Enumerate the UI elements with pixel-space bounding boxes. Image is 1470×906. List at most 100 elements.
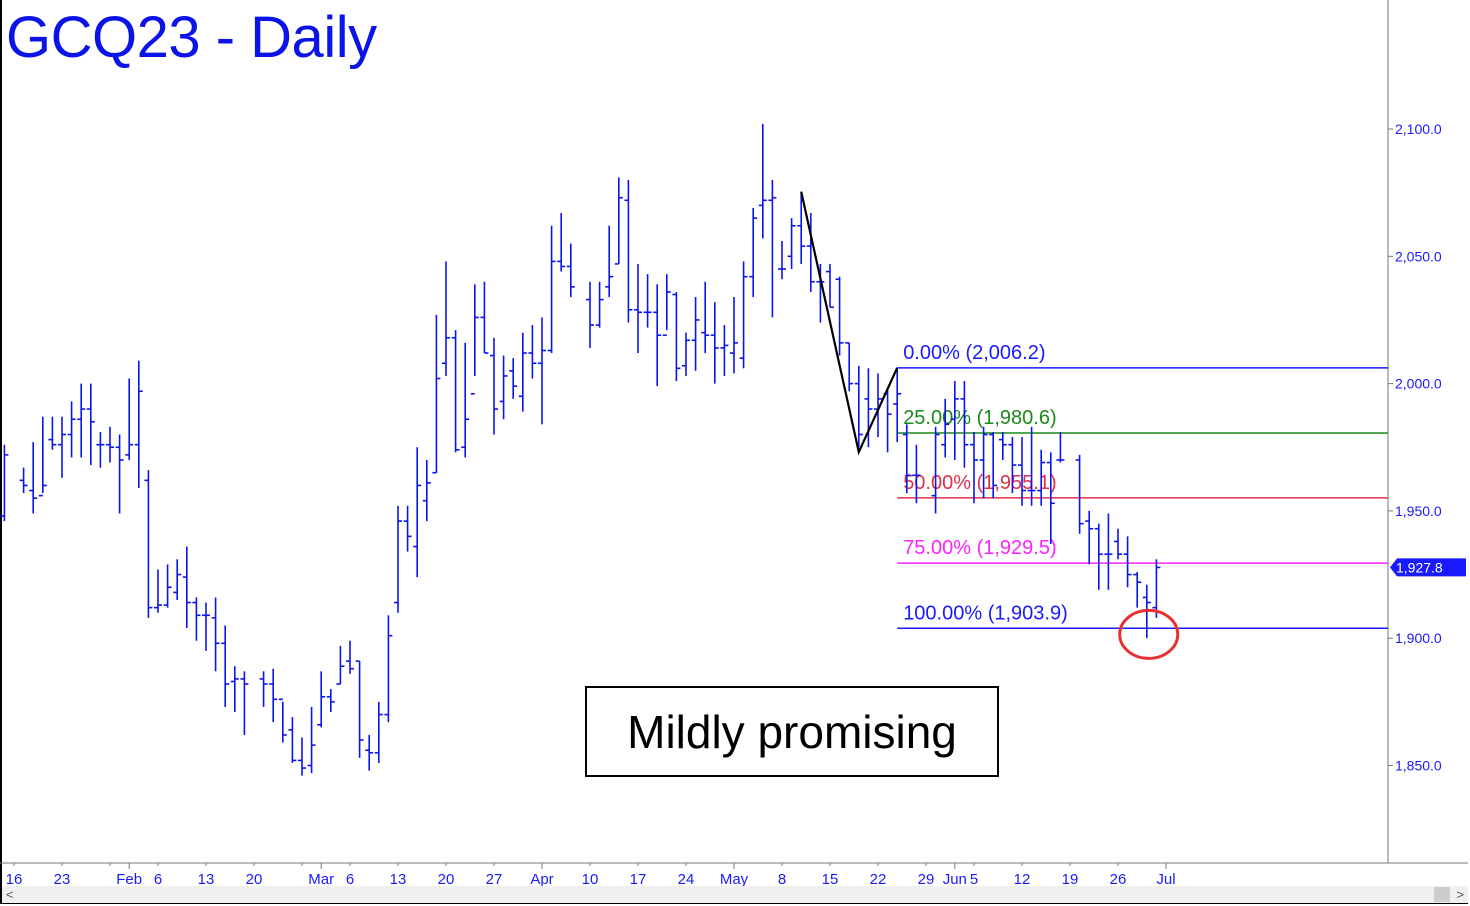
ohlc-bar bbox=[970, 431, 978, 504]
ohlc-bar bbox=[682, 332, 690, 376]
x-tick-label: Apr bbox=[530, 871, 553, 888]
ohlc-bar bbox=[106, 426, 114, 463]
fib-label-1: 25.00% (1,980.6) bbox=[903, 407, 1056, 429]
ohlc-bar bbox=[442, 261, 450, 376]
axes: 2,100.0 2,050.0 2,000.0 1,950.0 1,900.0 1,850… bbox=[0, 0, 1468, 888]
x-tick-label: May bbox=[720, 871, 749, 888]
ohlc-bar bbox=[538, 317, 546, 425]
ohlc-bar bbox=[893, 368, 902, 443]
ohlc-bar bbox=[115, 434, 124, 514]
ohlc-bar bbox=[192, 597, 201, 641]
ohlc-bar bbox=[758, 123, 767, 239]
ohlc-bar bbox=[797, 192, 806, 264]
x-tick-label: 13 bbox=[198, 871, 215, 888]
ohlc-bar bbox=[288, 717, 297, 763]
ohlc-bar bbox=[1008, 437, 1017, 494]
ohlc-bar bbox=[605, 225, 614, 298]
scroll-thumb[interactable] bbox=[1434, 887, 1450, 902]
ohlc-bar bbox=[278, 698, 287, 743]
ohlc-bar bbox=[403, 505, 412, 552]
ohlc-bar bbox=[1056, 431, 1065, 463]
ohlc-bar bbox=[749, 207, 758, 298]
x-tick-label: 27 bbox=[486, 871, 503, 888]
ohlc-bar bbox=[586, 281, 594, 348]
x-tick-label: 12 bbox=[1014, 871, 1031, 888]
ohlc-bar bbox=[461, 342, 470, 458]
ohlc-bar bbox=[643, 274, 652, 328]
y-tick-label: 2,050.0 bbox=[1395, 248, 1442, 264]
ohlc-bars bbox=[0, 123, 1161, 776]
ohlc-bar bbox=[950, 381, 959, 460]
commentary-box: Mildly promising bbox=[585, 686, 999, 777]
ohlc-bar bbox=[1123, 536, 1132, 588]
ohlc-bar bbox=[989, 431, 998, 499]
ohlc-bar bbox=[58, 416, 66, 478]
ohlc-bar bbox=[326, 689, 335, 713]
ohlc-bar bbox=[451, 330, 460, 453]
x-tick-label: 23 bbox=[54, 871, 71, 888]
last-price-badge bbox=[1390, 558, 1466, 577]
ohlc-bar bbox=[48, 416, 57, 450]
ohlc-bar bbox=[19, 467, 28, 494]
ohlc-bar bbox=[499, 355, 508, 420]
scroll-right-icon[interactable]: > bbox=[1456, 887, 1464, 902]
ohlc-bar bbox=[1114, 528, 1122, 560]
ohlc-bar bbox=[144, 470, 153, 618]
low-highlight-circle bbox=[1118, 608, 1180, 660]
ohlc-bar bbox=[614, 177, 623, 265]
ohlc-bar bbox=[902, 424, 911, 494]
ohlc-bar bbox=[864, 368, 873, 448]
scroll-left-icon[interactable]: < bbox=[6, 887, 14, 902]
ohlc-bar bbox=[787, 218, 796, 270]
ohlc-bar bbox=[701, 281, 710, 354]
ohlc-bar bbox=[912, 444, 921, 504]
x-tick-label: 22 bbox=[870, 871, 887, 888]
ohlc-bar bbox=[730, 297, 738, 374]
ohlc-bar bbox=[240, 671, 249, 735]
ohlc-bar bbox=[1085, 510, 1094, 565]
ohlc-bar bbox=[826, 263, 834, 309]
ohlc-bar bbox=[365, 734, 374, 771]
ohlc-bar bbox=[317, 671, 326, 728]
fibonacci-levels: 0.00% (2,006.2) 25.00% (1,980.6) 50.00% (1… bbox=[897, 342, 1388, 630]
ohlc-bar bbox=[202, 602, 210, 651]
ohlc-bar bbox=[230, 666, 239, 713]
ohlc-bar bbox=[835, 276, 844, 356]
y-tick-label: 1,850.0 bbox=[1395, 758, 1442, 774]
ohlc-bar bbox=[998, 431, 1007, 460]
ohlc-bar bbox=[38, 416, 47, 497]
x-tick-label: Jun bbox=[943, 871, 967, 888]
y-tick-label: 1,950.0 bbox=[1395, 503, 1442, 519]
ohlc-bar bbox=[413, 447, 422, 578]
x-tick-label: 5 bbox=[970, 871, 978, 888]
chart-title: GCQ23 - Daily bbox=[6, 5, 377, 70]
ohlc-bar bbox=[941, 398, 950, 458]
ohlc-bar bbox=[307, 706, 316, 774]
x-tick-label: 15 bbox=[822, 871, 839, 888]
swing-line bbox=[800, 191, 899, 456]
ohlc-bar bbox=[1075, 454, 1084, 534]
x-tick-label: 29 bbox=[918, 871, 935, 888]
ohlc-bar bbox=[509, 358, 518, 399]
ohlc-bar bbox=[298, 737, 306, 776]
ohlc-bar bbox=[931, 426, 940, 514]
horizontal-scrollbar[interactable]: < > bbox=[2, 886, 1468, 903]
ohlc-bar bbox=[960, 381, 969, 468]
ohlc-bar bbox=[355, 660, 364, 758]
ohlc-bar bbox=[547, 225, 556, 354]
ohlc-bar bbox=[739, 261, 748, 369]
ohlc-bar bbox=[394, 505, 402, 613]
ohlc-bar bbox=[77, 383, 86, 458]
ohlc-bar bbox=[125, 378, 134, 460]
ohlc-bar bbox=[662, 274, 671, 337]
x-tick-label: 10 bbox=[582, 871, 599, 888]
ohlc-bar bbox=[720, 325, 729, 376]
y-tick-label: 2,000.0 bbox=[1395, 376, 1442, 392]
x-tick-label: 20 bbox=[438, 871, 455, 888]
ohlc-bar bbox=[0, 444, 9, 522]
x-tick-label: 6 bbox=[154, 871, 162, 888]
y-tick-label: 2,100.0 bbox=[1395, 121, 1442, 137]
ohlc-bar bbox=[1094, 523, 1103, 590]
ohlc-bar bbox=[86, 383, 95, 466]
